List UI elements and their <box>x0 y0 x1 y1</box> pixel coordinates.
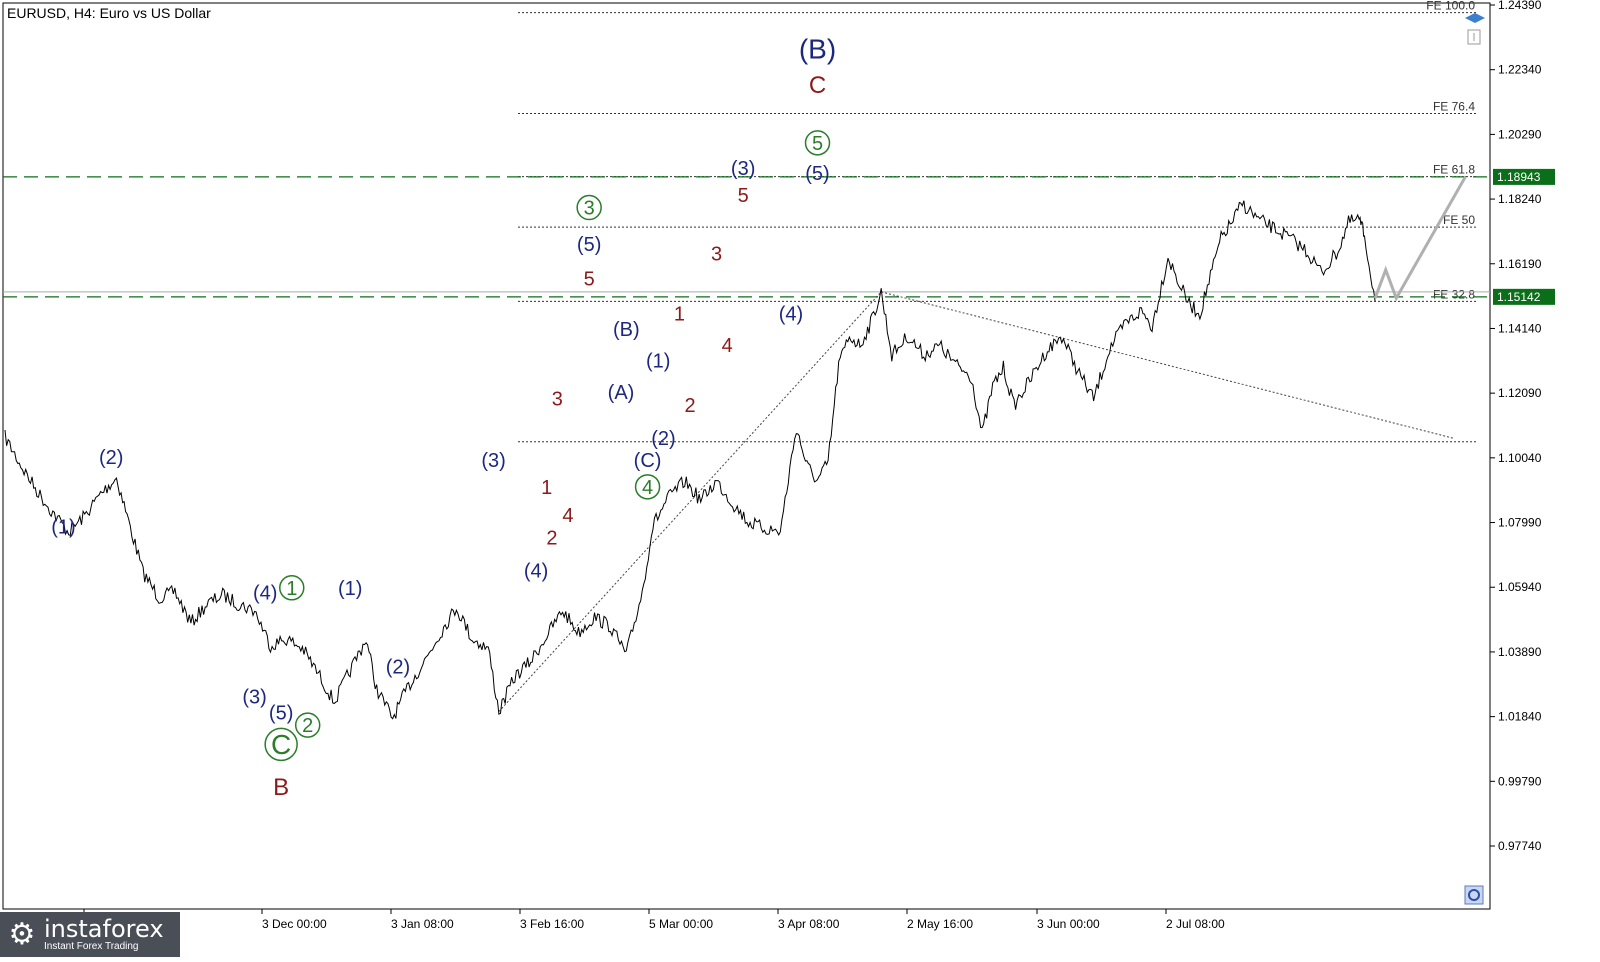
x-tick-label: 5 Mar 00:00 <box>649 917 713 931</box>
y-tick-label: 1.01840 <box>1498 710 1542 724</box>
chart-title: EURUSD, H4: Euro vs US Dollar <box>7 5 211 21</box>
x-tick-label: 3 Feb 16:00 <box>520 917 584 931</box>
wave-label: (5) <box>269 702 293 724</box>
wave-label: 1 <box>286 578 297 600</box>
dotted-trendline <box>498 291 882 712</box>
wave-label: 1 <box>541 477 552 499</box>
y-tick-label: 1.18240 <box>1498 192 1542 206</box>
price-badges: 1.18943 1.15142 <box>1493 168 1555 305</box>
y-tick-label: 1.16190 <box>1498 257 1542 271</box>
wave-label: 3 <box>711 243 722 265</box>
wave-label: 4 <box>642 477 653 499</box>
dotted-trendline <box>881 291 1455 440</box>
fib-level-label: FE 100.0 <box>1426 0 1475 13</box>
wave-label: (1) <box>646 351 670 373</box>
wave-labels: (1)(2)(3)(4)(5)CB12(1)(2)(3)(4)12345(5)3… <box>51 33 836 801</box>
price-marker-lines <box>3 176 1490 298</box>
wave-label-circle <box>576 194 602 221</box>
y-tick-label: 1.24390 <box>1498 0 1542 12</box>
instaforex-logo: ⚙ instaforex Instant Forex Trading <box>0 912 180 957</box>
y-tick-label: 1.20290 <box>1498 127 1542 141</box>
price-line <box>4 200 1376 720</box>
y-tick-label: 1.14140 <box>1498 321 1542 335</box>
wave-label: (2) <box>651 428 675 450</box>
wave-label: 5 <box>812 133 823 155</box>
wave-label: 5 <box>738 185 749 207</box>
price-badge <box>1493 288 1555 305</box>
price-badge-label: 1.18943 <box>1497 170 1541 184</box>
forecast-path <box>1373 175 1467 302</box>
wave-label: (2) <box>99 447 123 469</box>
logo-brand: instaforex <box>44 915 164 943</box>
wave-label: B <box>273 774 289 801</box>
x-tick-label: 3 Jun 00:00 <box>1037 917 1100 931</box>
wave-label: 4 <box>722 335 733 357</box>
y-tick-label: 0.99790 <box>1498 774 1542 788</box>
x-tick-label: 3 Dec 00:00 <box>262 917 327 931</box>
price-series-layer <box>4 200 1376 720</box>
y-tick-label: 0.97740 <box>1498 839 1542 853</box>
y-tick-label: 1.05940 <box>1498 580 1542 594</box>
wave-label-circle <box>264 727 298 762</box>
wave-label: (A) <box>608 382 635 404</box>
y-tick-label: 1.03890 <box>1498 645 1542 659</box>
wave-label-circle <box>294 712 321 738</box>
wave-label: (1) <box>338 578 362 600</box>
one-click-trading-icon[interactable] <box>1464 885 1484 905</box>
wave-label: 5 <box>584 269 595 291</box>
fib-level-label: FE 32.8 <box>1433 287 1475 301</box>
hat-icon[interactable] <box>1465 13 1485 45</box>
wave-label: (C) <box>634 450 662 472</box>
wave-label-circle <box>804 130 831 156</box>
wave-label: 2 <box>302 715 313 737</box>
x-tick-label: 3 Apr 08:00 <box>778 917 840 931</box>
wave-label: (4) <box>253 583 277 605</box>
wave-label: 3 <box>584 198 595 220</box>
fib-level-label: FE 76.4 <box>1433 100 1475 114</box>
wave-label: (2) <box>386 657 410 679</box>
x-tick-label: 3 Jan 08:00 <box>391 917 454 931</box>
wave-label: (3) <box>242 687 266 709</box>
wave-label: (1) <box>51 516 75 538</box>
x-tick-label: 2 Jul 08:00 <box>1166 917 1225 931</box>
logo-tagline: Instant Forex Trading <box>44 941 139 952</box>
wave-label-circle <box>279 575 305 601</box>
wave-label-circle <box>634 474 661 500</box>
fib-level-label: FE 50 <box>1443 213 1475 227</box>
wave-label: 3 <box>552 388 563 410</box>
wave-label: 2 <box>684 395 695 417</box>
wave-label: (B) <box>799 33 836 64</box>
price-badge <box>1493 168 1555 185</box>
fib-level-label: FE 61.8 <box>1433 163 1475 177</box>
gear-icon: ⚙ <box>8 918 36 951</box>
y-tick-label: 1.22340 <box>1498 63 1542 77</box>
wave-label: 4 <box>562 505 573 527</box>
forecast-layer <box>1373 175 1467 302</box>
price-badge-label: 1.15142 <box>1497 290 1541 304</box>
wave-label: (B) <box>613 319 640 341</box>
plot-frame <box>2 2 1491 910</box>
wave-label: C <box>809 72 826 99</box>
y-tick-label: 1.12090 <box>1498 386 1542 400</box>
wave-label: (5) <box>805 163 829 185</box>
wave-label: (5) <box>577 234 601 256</box>
wave-label: (4) <box>524 560 548 582</box>
wave-label: 2 <box>546 527 557 549</box>
wave-label: (3) <box>731 158 755 180</box>
x-tick-label: 2 May 16:00 <box>907 917 973 931</box>
trendlines <box>498 291 1455 712</box>
wave-label: C <box>271 729 291 760</box>
y-axis: 1.24390 1.22340 1.20290 1.18240 1.16190 1.141… <box>1490 0 1542 853</box>
wave-label: (3) <box>481 450 505 472</box>
y-tick-label: 1.10040 <box>1498 451 1542 465</box>
y-tick-label: 1.07990 <box>1498 516 1542 530</box>
wave-label: (4) <box>779 303 803 325</box>
x-axis: 3 Nov 16:003 Dec 00:003 Jan 08:003 Feb 1… <box>83 909 1225 931</box>
wave-label: 1 <box>674 303 685 325</box>
